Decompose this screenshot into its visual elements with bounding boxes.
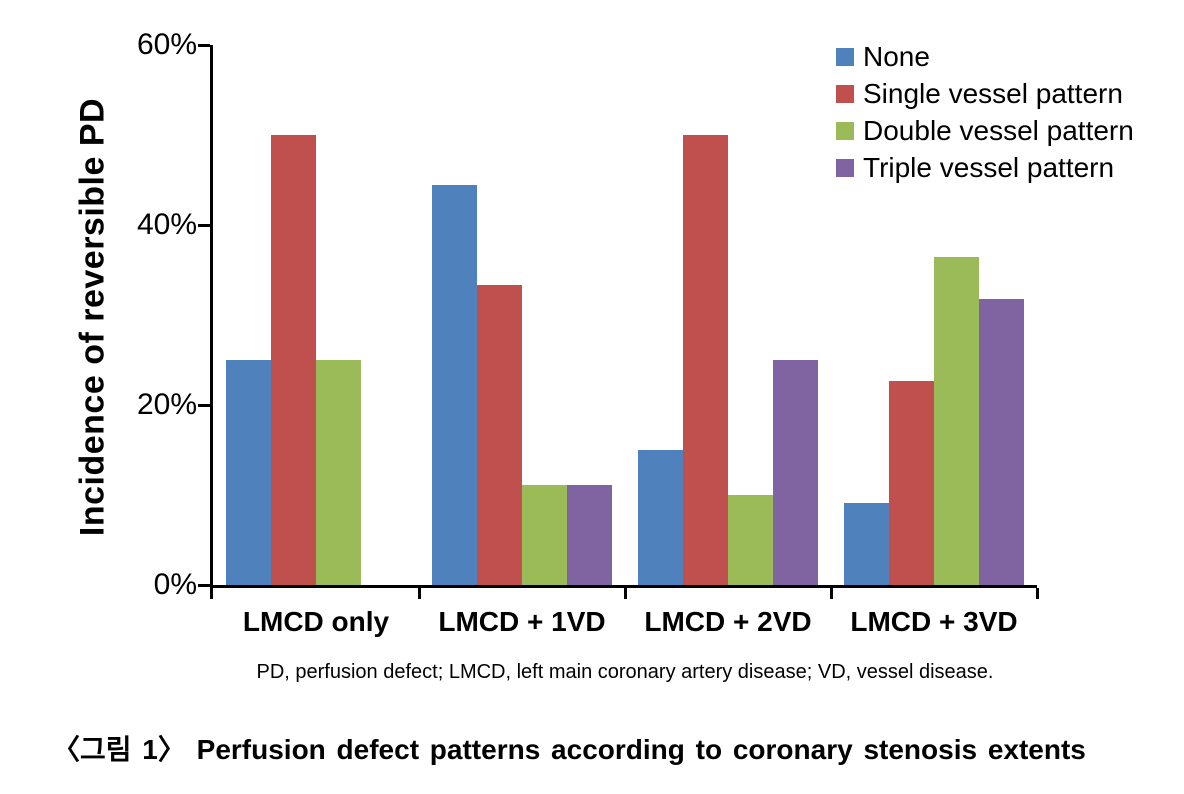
x-axis-label-lmcd-only: LMCD only	[242, 606, 390, 637]
bar-triple-vessel-pattern-lmcd-2vd	[773, 360, 818, 585]
bar-triple-vessel-pattern-lmcd-3vd	[979, 298, 1024, 585]
plot-area	[210, 45, 1037, 588]
y-tick-mark-20	[198, 404, 210, 407]
bar-single-vessel-pattern-lmcd-3vd	[889, 380, 934, 585]
legend-item-triple-vessel-pattern: Triple vessel pattern	[836, 149, 1134, 186]
x-tick-mark-3	[829, 588, 833, 599]
bar-single-vessel-pattern-lmcd-only	[271, 135, 316, 585]
legend-label-none: None	[863, 40, 930, 72]
legend-label-double-vessel-pattern: Double vessel pattern	[863, 114, 1134, 146]
bar-single-vessel-pattern-lmcd-2vd	[683, 135, 728, 585]
y-axis-title: Incidence of reversible PD	[73, 97, 112, 537]
footnote: PD, perfusion defect; LMCD, left main co…	[256, 661, 994, 683]
x-tick-mark-0	[210, 588, 213, 599]
y-tick-label-40: 40%	[136, 208, 197, 241]
legend-swatch-triple-vessel-pattern	[836, 158, 854, 177]
y-tick-label-20: 20%	[136, 388, 197, 421]
legend-swatch-double-vessel-pattern	[836, 121, 854, 140]
legend-swatch-none	[836, 47, 854, 66]
legend-item-none: None	[836, 38, 1134, 75]
bar-none-lmcd-only	[226, 360, 271, 585]
legend-item-double-vessel-pattern: Double vessel pattern	[836, 112, 1134, 149]
bar-triple-vessel-pattern-lmcd-1vd	[567, 485, 612, 585]
x-axis-label-lmcd-1vd: LMCD + 1VD	[438, 606, 606, 637]
figure-caption: 〈그림 1〉 Perfusion defect patterns accordi…	[52, 734, 1086, 765]
bar-double-vessel-pattern-lmcd-1vd	[522, 485, 567, 585]
x-axis-label-lmcd-3vd: LMCD + 3VD	[850, 606, 1018, 637]
bar-none-lmcd-3vd	[844, 503, 889, 585]
x-tick-mark-2	[623, 588, 627, 599]
bar-double-vessel-pattern-lmcd-2vd	[728, 495, 773, 585]
legend-item-single-vessel-pattern: Single vessel pattern	[836, 75, 1134, 112]
y-tick-label-0: 0%	[153, 568, 197, 601]
bar-none-lmcd-1vd	[432, 185, 477, 585]
legend-label-single-vessel-pattern: Single vessel pattern	[863, 77, 1123, 109]
x-axis-label-lmcd-2vd: LMCD + 2VD	[644, 606, 812, 637]
bar-double-vessel-pattern-lmcd-3vd	[934, 257, 979, 585]
bar-double-vessel-pattern-lmcd-only	[316, 360, 361, 585]
legend-swatch-single-vessel-pattern	[836, 84, 854, 103]
x-tick-mark-4	[1035, 588, 1039, 599]
bar-none-lmcd-2vd	[638, 450, 683, 585]
y-tick-mark-60	[198, 44, 210, 47]
y-tick-mark-40	[198, 224, 210, 227]
legend-label-triple-vessel-pattern: Triple vessel pattern	[863, 151, 1115, 183]
y-tick-label-60: 60%	[136, 28, 197, 61]
bar-single-vessel-pattern-lmcd-1vd	[477, 285, 522, 585]
legend: None Single vessel pattern Double vessel p…	[836, 38, 1134, 186]
y-tick-mark-0	[198, 584, 210, 587]
x-tick-mark-1	[417, 588, 421, 599]
